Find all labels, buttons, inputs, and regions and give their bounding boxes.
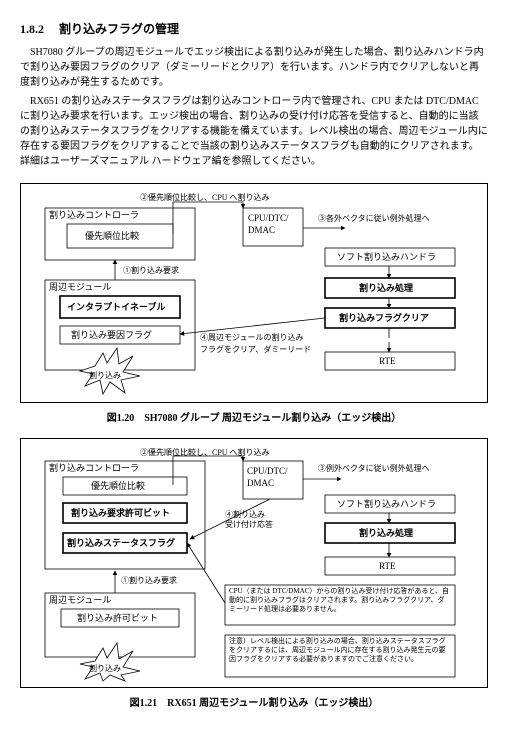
f1-mod: 周辺モジュール <box>49 282 111 292</box>
f2-status: 割り込みステータスフラグ <box>67 537 175 548</box>
f1-top-note: ②優先順位比較し、CPU へ割り込み <box>140 192 270 202</box>
f2-soft: ソフト割り込みハンドラ <box>337 498 436 509</box>
section-heading: 1.8.2 割り込みフラグの管理 <box>20 20 488 37</box>
section-number: 1.8.2 <box>20 22 44 36</box>
f2-cpu-l2: DMAC <box>247 478 274 488</box>
f1-enable: インタラプトイネーブル <box>67 301 165 312</box>
f1-note4a: ④周辺モジュールの割り込み <box>200 332 303 342</box>
figure-1-20: ②優先順位比較し、CPU へ割り込み 割り込みコントローラ 優先順位比較 CPU… <box>20 183 488 403</box>
f2-vec: ③例外ベクタに従い例外処理へ <box>318 463 430 473</box>
f1-int: 割り込み <box>89 370 121 380</box>
figure-1-20-caption: 図1.20 SH7080 グループ 周辺モジュール割り込み（エッジ検出） <box>20 409 488 424</box>
f1-vec: ③各外ベクタに従い例外処理へ <box>318 213 430 223</box>
f1-cpu-l1: CPU/DTC/ <box>248 213 289 223</box>
f2-cpu-l1: CPU/DTC/ <box>247 466 288 476</box>
f2-rte: RTE <box>379 561 396 571</box>
paragraph-2: RX651 の割り込みステータスフラグは割り込みコントローラ内で管理され、CPU… <box>20 94 488 169</box>
f2-proc: 割り込み処理 <box>359 527 413 538</box>
f2-mod: 周辺モジュール <box>49 595 111 605</box>
f2-req: ①割り込み要求 <box>121 575 177 585</box>
paragraph-1: SH7080 グループの周辺モジュールでエッジ検出による割り込みが発生した場合、… <box>20 45 488 90</box>
f2-top-note: ②優先順位比較し、CPU へ割り込み <box>140 447 270 457</box>
f1-flag: 割り込み要因フラグ <box>71 329 152 340</box>
f1-ctrl: 割り込みコントローラ <box>49 209 139 220</box>
f2-ack-a: ④割り込み <box>225 509 265 519</box>
f2-note1: CPU（または DTC/DMAC）からの割り込み受け付け応答があると、自動的に割… <box>229 587 451 614</box>
figure-1-21: ②優先順位比較し、CPU へ割り込み 割り込みコントローラ 優先順位比較 割り込… <box>20 438 488 688</box>
f1-cpu-l2: DMAC <box>248 225 275 235</box>
f1-soft: ソフト割り込みハンドラ <box>337 251 436 262</box>
f1-clr: 割り込みフラグクリア <box>339 312 429 323</box>
figure-1-21-caption: 図1.21 RX651 周辺モジュール割り込み（エッジ検出） <box>20 694 488 709</box>
f2-ctrl: 割り込みコントローラ <box>49 462 139 473</box>
f2-ack-b: 受け付け応答 <box>225 519 273 529</box>
f2-permit2: 割り込み許可ビット <box>77 612 158 623</box>
f2-permit: 割り込み要求許可ビット <box>71 507 170 518</box>
f2-prio: 優先順位比較 <box>91 480 145 491</box>
f1-req: ①割り込み要求 <box>123 265 179 275</box>
f1-rte: RTE <box>379 356 396 366</box>
f1-note4b: フラグをクリア、ダミーリード <box>200 344 311 354</box>
section-title: 割り込みフラグの管理 <box>59 22 179 36</box>
f2-note2: 注意）レベル検出による割り込みの場合、割り込みステータスフラグをクリアするには、… <box>229 637 451 664</box>
f1-prio: 優先順位比較 <box>85 230 139 241</box>
f1-proc: 割り込み処理 <box>359 282 413 293</box>
f2-int: 割り込み <box>89 663 121 673</box>
